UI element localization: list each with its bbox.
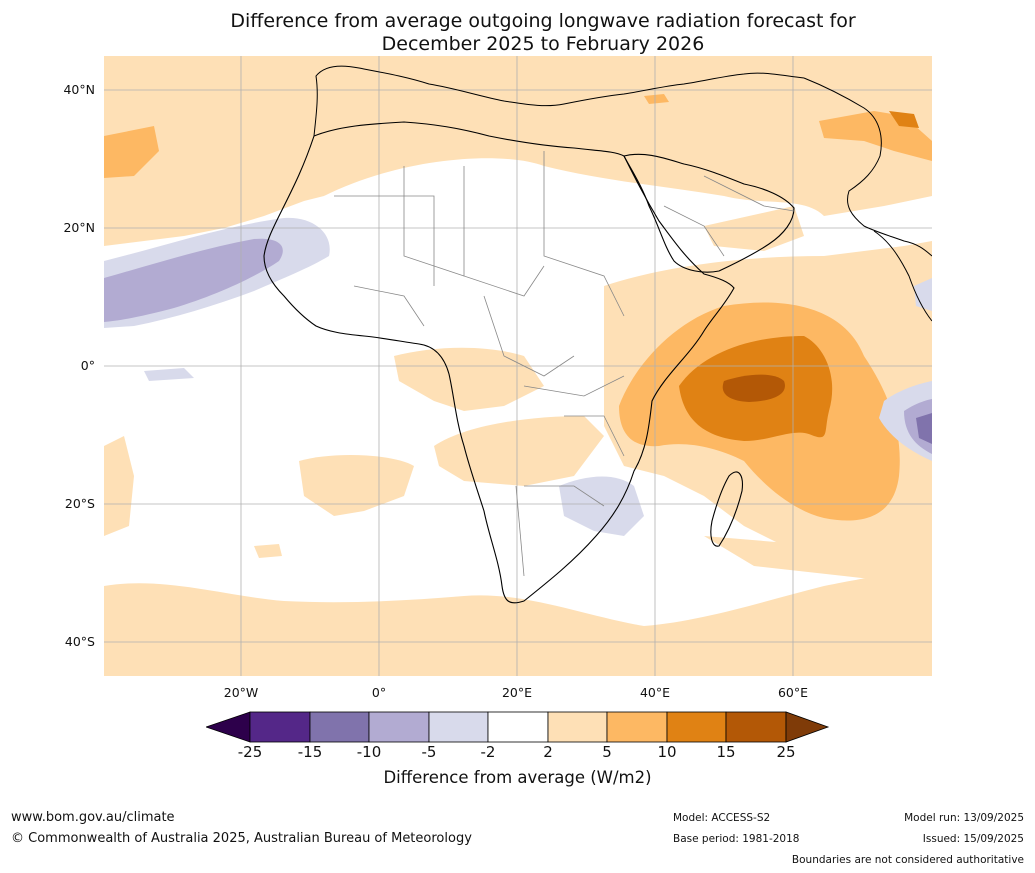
colorbar-tick: -2 xyxy=(480,743,496,761)
footer-model-run: Model run: 13/09/2025 xyxy=(904,812,1024,824)
map-canvas xyxy=(104,56,932,676)
colorbar-bin-9 xyxy=(725,711,787,743)
footer-disclaimer: Boundaries are not considered authoritat… xyxy=(791,854,1024,866)
colorbar-extend-low xyxy=(206,711,251,743)
footer-base-period: Base period: 1981-2018 xyxy=(673,833,800,845)
colorbar-tick: 5 xyxy=(602,743,612,761)
colorbar-bin-7 xyxy=(606,711,668,743)
colorbar-label: Difference from average (W/m2) xyxy=(383,768,652,787)
colorbar-tick: 2 xyxy=(543,743,553,761)
colorbar-tick: -15 xyxy=(297,743,323,761)
colorbar-tick: 15 xyxy=(716,743,736,761)
colorbar-bin-4 xyxy=(428,711,489,743)
colorbar-tick: -25 xyxy=(237,743,263,761)
footer-model: Model: ACCESS-S2 xyxy=(673,812,771,824)
lat-label-40n: 40°N xyxy=(63,82,95,97)
country-borders xyxy=(334,151,795,577)
lat-label-40s: 40°S xyxy=(64,634,95,649)
colorbar-extend-high xyxy=(785,711,830,743)
title-line-2: December 2025 to February 2026 xyxy=(381,33,705,55)
colorbar-tick: 25 xyxy=(776,743,796,761)
lon-label-60e: 60°E xyxy=(777,685,809,700)
colorbar-bin-1 xyxy=(249,711,311,743)
lat-label-20n: 20°N xyxy=(63,220,95,235)
colorbar-bin-5 xyxy=(487,711,549,743)
lon-label-20w: 20°W xyxy=(223,685,259,700)
footer-copyright: © Commonwealth of Australia 2025, Austra… xyxy=(11,831,472,846)
forecast-map xyxy=(104,56,932,676)
title-line-1: Difference from average outgoing longwav… xyxy=(230,10,856,32)
lon-label-0: 0° xyxy=(371,685,387,700)
colorbar-tick: -5 xyxy=(421,743,437,761)
colorbar xyxy=(206,711,830,743)
colorbar-tick: 10 xyxy=(657,743,677,761)
colorbar-bin-6 xyxy=(547,711,608,743)
colorbar-bin-8 xyxy=(666,711,727,743)
footer-website[interactable]: www.bom.gov.au/climate xyxy=(11,810,175,825)
lon-label-40e: 40°E xyxy=(639,685,671,700)
map-title: Difference from average outgoing longwav… xyxy=(0,10,1035,56)
anomaly-region-south-positive xyxy=(104,571,932,676)
lat-label-20s: 20°S xyxy=(64,496,95,511)
footer-issued: Issued: 15/09/2025 xyxy=(922,833,1024,845)
lon-label-20e: 20°E xyxy=(501,685,533,700)
lat-label-0: 0° xyxy=(80,358,95,373)
africa-coastline xyxy=(263,121,735,604)
colorbar-tick: -10 xyxy=(356,743,382,761)
colorbar-bin-3 xyxy=(368,711,430,743)
colorbar-bin-2 xyxy=(309,711,370,743)
